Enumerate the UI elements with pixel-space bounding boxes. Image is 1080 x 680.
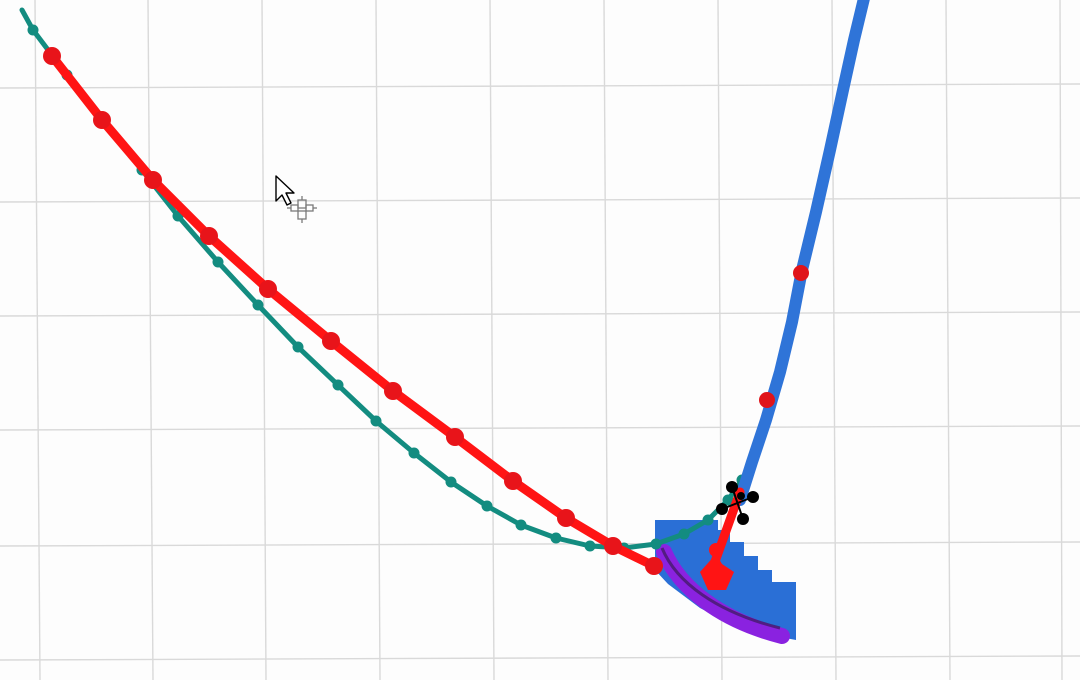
purple-arc-edge [660,547,781,630]
teal-curve-points [27,24,760,554]
red-curve[interactable] [47,51,659,571]
teal-curve[interactable] [19,7,771,551]
blue-curve-handles [759,265,809,408]
move-gizmo-icon [287,196,317,223]
blue-curve[interactable] [734,0,870,506]
transform-handle-icon[interactable] [716,481,759,525]
red-arrow[interactable] [700,487,745,590]
red-curve-points [43,47,663,575]
arrow-cursor-icon [275,175,295,206]
